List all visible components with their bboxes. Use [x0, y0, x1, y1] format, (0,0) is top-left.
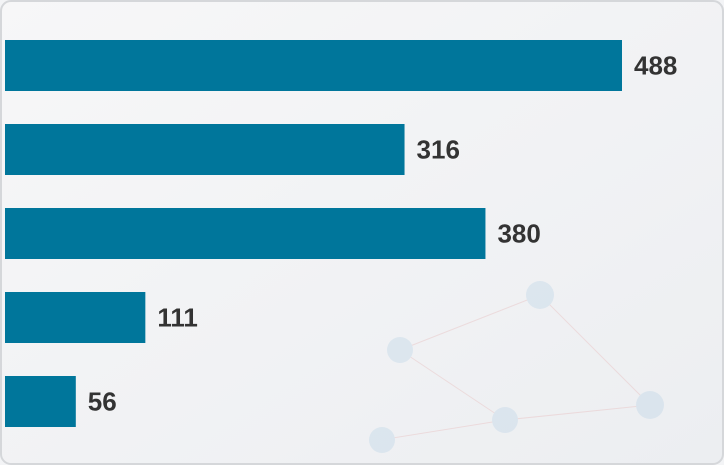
bar: [5, 124, 405, 175]
value-label: 488: [634, 50, 677, 80]
bar: [5, 292, 146, 343]
value-label: 316: [417, 134, 460, 164]
value-label: 380: [497, 218, 540, 248]
background-network: [369, 281, 664, 453]
bar: [5, 40, 622, 91]
bar: [5, 208, 486, 259]
value-label: 111: [157, 302, 198, 332]
bar: [5, 376, 76, 427]
value-label: 56: [88, 386, 117, 416]
